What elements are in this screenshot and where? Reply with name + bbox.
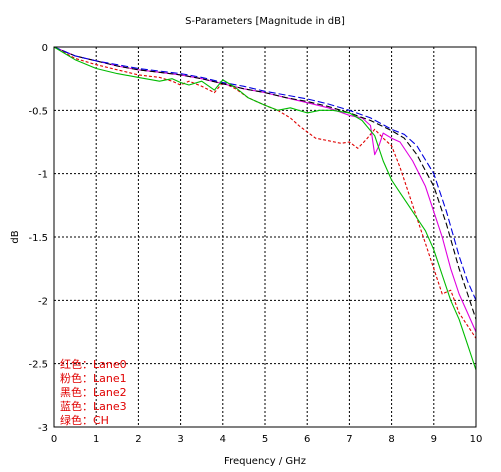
y-tick-label: -3 [38, 423, 48, 434]
y-axis-label: dB [10, 230, 21, 243]
y-tick-label: -2.5 [28, 360, 48, 371]
y-tick-label: 0 [42, 43, 48, 54]
x-tick-label: 9 [431, 434, 437, 445]
x-tick-label: 8 [388, 434, 394, 445]
y-tick-label: -1.5 [28, 233, 48, 244]
x-tick-label: 5 [262, 434, 268, 445]
grid [54, 47, 476, 427]
chart-title: S-Parameters [Magnitude in dB] [185, 16, 345, 27]
series-line-lane2 [53, 46, 477, 320]
legend-item-ch: 绿色：CH [60, 413, 109, 427]
x-tick-label: 10 [470, 434, 483, 445]
y-tick-labels: 0 -0.5 -1 -1.5 -2 -2.5 -3 [28, 43, 48, 434]
y-tick-label: -2 [38, 296, 48, 307]
series-lines [53, 46, 477, 371]
x-tick-label: 6 [304, 434, 310, 445]
legend-item-lane2: 黑色：Lane2 [60, 385, 127, 399]
x-tick-label: 4 [220, 434, 226, 445]
legend-item-lane0: 红色：Lane0 [60, 357, 127, 371]
x-tick-labels: 0 1 2 3 4 5 6 7 8 9 10 [51, 434, 483, 445]
legend: 红色：Lane0 粉色：Lane1 黑色：Lane2 蓝色：Lane3 绿色：C… [60, 357, 127, 427]
x-tick-label: 7 [346, 434, 352, 445]
x-tick-label: 1 [93, 434, 99, 445]
x-tick-label: 2 [135, 434, 141, 445]
series-line-ch [53, 46, 477, 371]
x-tick-label: 3 [177, 434, 183, 445]
series-line-lane0 [53, 46, 477, 339]
y-tick-label: -1 [38, 170, 48, 181]
x-axis-label: Frequency / GHz [224, 456, 306, 467]
y-tick-label: -0.5 [28, 106, 48, 117]
plot-frame [53, 46, 477, 428]
series-line-lane3 [53, 46, 477, 301]
x-tick-label: 0 [51, 434, 57, 445]
legend-item-lane3: 蓝色：Lane3 [60, 399, 127, 413]
legend-item-lane1: 粉色：Lane1 [60, 371, 127, 385]
